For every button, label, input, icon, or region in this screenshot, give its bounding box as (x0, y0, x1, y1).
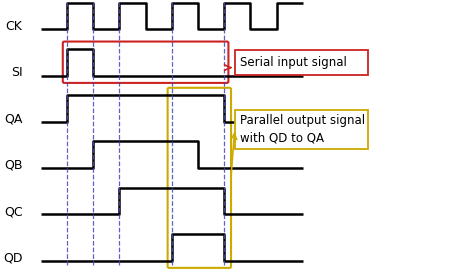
Text: QA: QA (4, 113, 23, 126)
Text: QD: QD (3, 251, 23, 264)
FancyBboxPatch shape (235, 110, 368, 149)
Text: Parallel output signal
with QD to QA: Parallel output signal with QD to QA (240, 114, 365, 144)
Text: Serial input signal: Serial input signal (240, 56, 347, 69)
Text: SI: SI (11, 66, 23, 80)
Text: QB: QB (4, 159, 23, 172)
Text: QC: QC (4, 205, 23, 218)
Text: CK: CK (5, 20, 23, 33)
FancyBboxPatch shape (235, 50, 368, 75)
